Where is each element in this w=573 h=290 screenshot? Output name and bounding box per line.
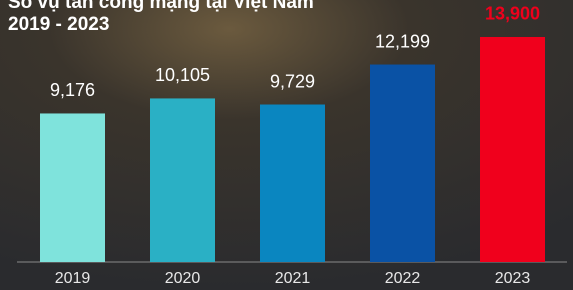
bar — [150, 98, 215, 262]
value-label: 10,105 — [155, 65, 210, 85]
bar — [40, 113, 105, 262]
value-label: 9,729 — [270, 71, 315, 91]
bar — [480, 37, 545, 262]
bar — [370, 65, 435, 262]
chart-subtitle: 2019 - 2023 — [8, 14, 109, 35]
x-tick-label: 2020 — [165, 270, 201, 287]
value-label: 9,176 — [50, 80, 95, 100]
chart: Số vụ tấn công mạng tại Việt Nam 2019 - … — [0, 0, 573, 290]
value-label: 12,199 — [375, 31, 430, 51]
x-tick-label: 2023 — [495, 270, 531, 287]
value-label: 13,900 — [485, 4, 540, 24]
chart-title: Số vụ tấn công mạng tại Việt Nam — [8, 0, 314, 13]
page: Số vụ tấn công mạng tại Việt Nam 2019 - … — [0, 0, 573, 290]
x-tick-label: 2022 — [385, 270, 421, 287]
x-tick-label: 2021 — [275, 270, 311, 287]
x-tick-label: 2019 — [55, 270, 91, 287]
bar — [260, 105, 325, 262]
